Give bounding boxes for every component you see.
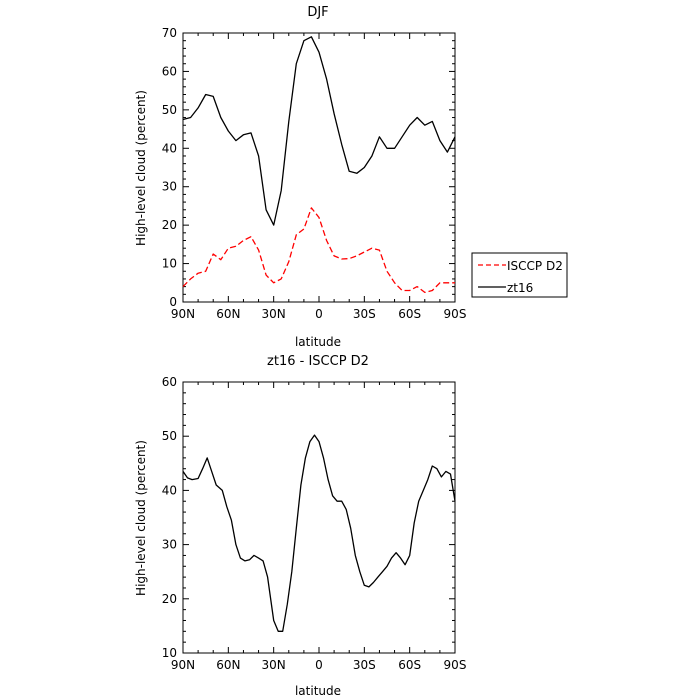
y-tick-label: 20	[162, 218, 177, 232]
x-tick-label: 90S	[444, 307, 467, 321]
x-axis-label: latitude	[295, 684, 341, 698]
x-tick-labels: 90N 60N 30N 0 30S 60S 90S	[171, 658, 467, 672]
y-tick-label: 10	[162, 257, 177, 271]
x-tick-label: 60N	[216, 307, 240, 321]
legend-label-isccp-d2: ISCCP D2	[507, 259, 563, 273]
series-lines	[182, 434, 456, 632]
y-tick-label: 50	[162, 429, 177, 443]
plot-frame	[182, 381, 456, 654]
x-tick-label: 0	[315, 307, 323, 321]
legend: ISCCP D2 zt16	[471, 252, 568, 298]
y-tick-label: 0	[169, 295, 177, 309]
legend-label-zt16: zt16	[507, 281, 533, 295]
plot-frame	[182, 32, 456, 303]
y-tick-label: 20	[162, 592, 177, 606]
series-lines	[182, 36, 456, 294]
y-tick-label: 70	[162, 26, 177, 40]
chart-title: DJF	[307, 5, 328, 20]
y-tick-labels: 0 10 20 30 40 50 60 70	[162, 26, 177, 309]
x-tick-label: 30N	[262, 307, 286, 321]
x-tick-label: 30N	[262, 658, 286, 672]
panel-djf: DJF 90N 60N 30N 0 30S 60S 90S 010203040506070 …	[134, 5, 568, 349]
y-tick-label: 40	[162, 141, 177, 155]
x-tick-label: 60S	[398, 307, 421, 321]
panel-difference: zt16 - ISCCP D2 90N 60N 30N 0 30S 60S 90S 10 20…	[134, 354, 466, 698]
chart-title: zt16 - ISCCP D2	[267, 354, 369, 369]
x-tick-labels: 90N 60N 30N 0 30S 60S 90S	[171, 307, 467, 321]
x-axis-label: latitude	[295, 335, 341, 349]
y-tick-labels: 10 20 30 40 50 60	[162, 375, 177, 660]
legend-box	[471, 252, 568, 298]
y-tick-label: 40	[162, 483, 177, 497]
y-tick-label: 30	[162, 180, 177, 194]
y-tick-label: 60	[162, 64, 177, 78]
x-tick-label: 30S	[353, 658, 376, 672]
tick-marks	[182, 381, 456, 654]
y-tick-label: 60	[162, 375, 177, 389]
y-tick-label: 50	[162, 103, 177, 117]
y-axis-label: High-level cloud (percent)	[134, 440, 148, 596]
x-tick-label: 60N	[216, 658, 240, 672]
x-tick-label: 0	[315, 658, 323, 672]
tick-marks	[182, 32, 456, 303]
series-line-zt16	[182, 36, 456, 226]
y-tick-label: 10	[162, 646, 177, 660]
series-line-difference	[182, 434, 456, 632]
series-line-isccp-d2	[182, 207, 455, 294]
y-tick-label: 30	[162, 538, 177, 552]
x-tick-label: 90S	[444, 658, 467, 672]
x-tick-label: 90N	[171, 658, 195, 672]
y-axis-label: High-level cloud (percent)	[134, 90, 148, 246]
x-tick-label: 30S	[353, 307, 376, 321]
x-tick-label: 90N	[171, 307, 195, 321]
x-tick-label: 60S	[398, 658, 421, 672]
